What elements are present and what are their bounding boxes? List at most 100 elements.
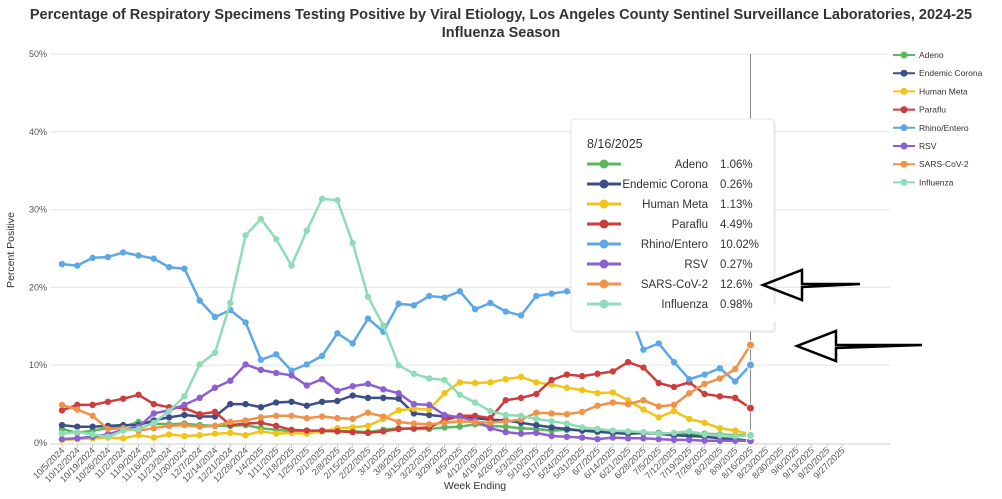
data-point-human-meta[interactable] <box>670 407 678 415</box>
data-point-influenza[interactable] <box>426 375 433 382</box>
data-point-paraflu[interactable] <box>563 371 571 378</box>
data-point-human-meta[interactable] <box>165 431 173 438</box>
data-point-endemic-corona[interactable] <box>563 425 571 433</box>
data-point-influenza[interactable] <box>517 412 525 419</box>
data-point-sars-cov-2[interactable] <box>89 412 96 419</box>
data-point-rhino-entero[interactable] <box>746 360 755 370</box>
data-point-rhino-entero[interactable] <box>640 346 647 353</box>
data-point-rhino-entero[interactable] <box>502 308 509 315</box>
data-point-rsv[interactable] <box>563 433 571 440</box>
data-point-influenza[interactable] <box>563 420 571 427</box>
data-point-sars-cov-2[interactable] <box>609 399 616 406</box>
data-point-influenza[interactable] <box>471 399 479 406</box>
data-point-rhino-entero[interactable] <box>456 288 463 295</box>
data-point-endemic-corona[interactable] <box>533 421 540 429</box>
data-point-endemic-corona[interactable] <box>303 402 310 409</box>
data-point-influenza[interactable] <box>104 433 112 440</box>
data-point-endemic-corona[interactable] <box>318 398 326 405</box>
data-point-human-meta[interactable] <box>732 427 739 434</box>
data-point-rhino-entero[interactable] <box>701 371 708 378</box>
data-point-sars-cov-2[interactable] <box>410 420 418 427</box>
data-point-rsv[interactable] <box>410 400 418 408</box>
data-point-sars-cov-2[interactable] <box>579 408 586 416</box>
data-point-rsv[interactable] <box>579 434 586 441</box>
data-point-human-meta[interactable] <box>655 414 662 421</box>
data-point-rsv[interactable] <box>686 436 693 444</box>
data-point-endemic-corona[interactable] <box>426 411 433 419</box>
data-point-influenza[interactable] <box>395 362 402 369</box>
data-point-influenza[interactable] <box>58 430 66 437</box>
data-point-paraflu[interactable] <box>701 390 708 398</box>
legend-item-adeno[interactable]: Adeno <box>893 50 944 60</box>
data-point-influenza[interactable] <box>349 239 356 247</box>
data-point-paraflu[interactable] <box>334 428 341 435</box>
legend-item-sars-cov-2[interactable]: SARS-CoV-2 <box>893 159 969 169</box>
data-point-paraflu[interactable] <box>655 379 662 387</box>
data-point-rsv[interactable] <box>548 432 555 440</box>
data-point-adeno[interactable] <box>517 425 525 432</box>
data-point-sars-cov-2[interactable] <box>257 414 265 421</box>
data-point-rhino-entero[interactable] <box>303 361 310 368</box>
data-point-adeno[interactable] <box>456 423 463 430</box>
data-point-rhino-entero[interactable] <box>471 305 479 313</box>
data-point-influenza[interactable] <box>334 197 341 204</box>
data-point-rsv[interactable] <box>716 437 724 444</box>
data-point-human-meta[interactable] <box>456 379 463 386</box>
data-point-sars-cov-2[interactable] <box>563 411 571 418</box>
data-point-human-meta[interactable] <box>716 425 724 432</box>
data-point-human-meta[interactable] <box>227 429 234 437</box>
data-point-human-meta[interactable] <box>410 405 418 412</box>
data-point-sars-cov-2[interactable] <box>334 414 341 422</box>
data-point-sars-cov-2[interactable] <box>273 412 280 419</box>
data-point-rsv[interactable] <box>181 401 188 409</box>
data-point-rhino-entero[interactable] <box>410 302 418 309</box>
data-point-influenza[interactable] <box>211 349 219 356</box>
data-point-influenza[interactable] <box>288 262 295 269</box>
data-point-rsv[interactable] <box>364 380 372 388</box>
data-point-paraflu[interactable] <box>196 411 203 418</box>
legend-item-endemic-corona[interactable]: Endemic Corona <box>893 68 983 78</box>
data-point-sars-cov-2[interactable] <box>624 400 632 408</box>
data-point-paraflu[interactable] <box>288 426 295 433</box>
data-point-sars-cov-2[interactable] <box>227 418 234 426</box>
data-point-sars-cov-2[interactable] <box>104 425 112 433</box>
data-point-endemic-corona[interactable] <box>181 411 188 419</box>
data-point-rhino-entero[interactable] <box>104 253 112 261</box>
data-point-sars-cov-2[interactable] <box>548 410 555 417</box>
data-point-rhino-entero[interactable] <box>426 292 433 300</box>
data-point-endemic-corona[interactable] <box>380 394 387 402</box>
data-point-sars-cov-2[interactable] <box>426 421 433 428</box>
data-point-human-meta[interactable] <box>686 415 693 423</box>
data-point-human-meta[interactable] <box>471 379 479 387</box>
data-point-human-meta[interactable] <box>579 386 586 394</box>
data-point-rhino-entero[interactable] <box>181 265 188 272</box>
data-point-rhino-entero[interactable] <box>288 367 295 374</box>
data-point-rhino-entero[interactable] <box>318 352 326 360</box>
data-point-sars-cov-2[interactable] <box>716 375 724 382</box>
data-point-endemic-corona[interactable] <box>242 400 249 408</box>
data-point-endemic-corona[interactable] <box>334 397 341 405</box>
data-point-sars-cov-2[interactable] <box>211 422 219 430</box>
data-point-sars-cov-2[interactable] <box>74 406 81 413</box>
data-point-influenza[interactable] <box>242 232 249 239</box>
data-point-rhino-entero[interactable] <box>563 288 571 295</box>
data-point-rhino-entero[interactable] <box>364 315 372 322</box>
data-point-endemic-corona[interactable] <box>273 399 280 406</box>
data-point-influenza[interactable] <box>624 428 632 435</box>
data-point-sars-cov-2[interactable] <box>288 412 295 419</box>
data-point-adeno[interactable] <box>441 424 448 431</box>
data-point-influenza[interactable] <box>609 427 616 434</box>
data-point-influenza[interactable] <box>181 393 188 400</box>
data-point-human-meta[interactable] <box>120 435 127 442</box>
data-point-influenza[interactable] <box>686 428 693 435</box>
data-point-sars-cov-2[interactable] <box>380 413 387 420</box>
data-point-sars-cov-2[interactable] <box>242 417 249 424</box>
data-point-rsv[interactable] <box>380 386 387 393</box>
data-point-paraflu[interactable] <box>104 398 112 405</box>
data-point-paraflu[interactable] <box>471 412 479 419</box>
data-point-paraflu[interactable] <box>349 428 356 436</box>
data-point-paraflu[interactable] <box>318 427 326 434</box>
data-point-influenza[interactable] <box>364 293 372 300</box>
data-point-human-meta[interactable] <box>487 379 494 386</box>
data-point-influenza[interactable] <box>701 431 708 438</box>
